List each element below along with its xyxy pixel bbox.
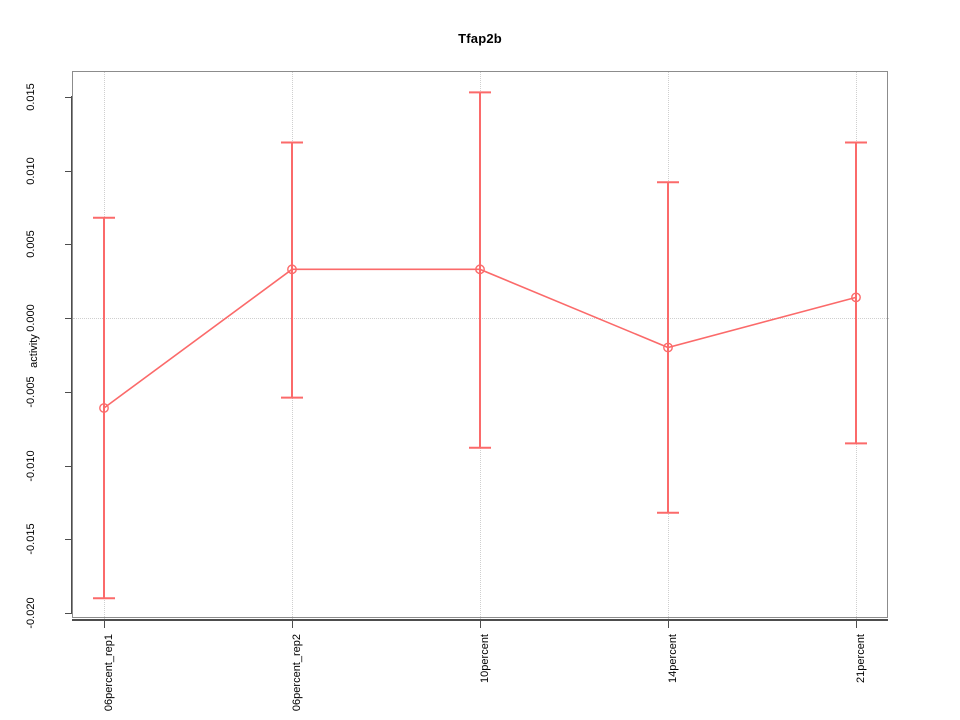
- x-tick-mark: [292, 620, 293, 628]
- data-point-marker: [475, 264, 485, 275]
- y-tick-mark: [65, 96, 72, 98]
- y-tick-mark: [65, 539, 72, 541]
- y-tick-label: 0.015: [25, 82, 37, 111]
- y-tick-label: -0.005: [25, 376, 37, 408]
- data-series-layer: [93, 91, 867, 600]
- y-tick-label: 0.005: [25, 230, 37, 259]
- x-tick-mark: [856, 620, 857, 628]
- x-tick-mark: [668, 620, 669, 628]
- y-tick-label: -0.020: [25, 597, 37, 629]
- page-title: Tfap2b: [458, 31, 502, 46]
- x-tick-mark: [104, 620, 105, 628]
- y-axis-title: activity: [27, 334, 40, 368]
- x-tick-label: 21percent: [855, 634, 867, 683]
- x-tick-mark: [480, 620, 481, 628]
- y-tick-mark: [65, 244, 72, 246]
- data-point-marker: [287, 264, 297, 275]
- y-tick-label: 0.010: [25, 156, 37, 185]
- x-tick-label: 14percent: [667, 634, 679, 683]
- series-line: [103, 268, 857, 409]
- data-point-marker: [663, 342, 673, 353]
- y-tick-mark: [65, 391, 72, 393]
- x-tick-label: 10percent: [479, 634, 491, 683]
- y-tick-mark: [65, 613, 72, 614]
- y-tick-label: 0.000: [25, 304, 37, 332]
- x-tick-label: 06percent_rep1: [103, 634, 115, 712]
- y-tick-mark: [65, 465, 72, 467]
- y-tick-label: -0.010: [25, 449, 37, 482]
- plot-area: [73, 72, 889, 619]
- data-point-marker: [99, 403, 109, 413]
- y-tick-mark: [65, 170, 72, 172]
- plot-frame: [72, 71, 889, 619]
- y-tick-mark: [65, 318, 72, 319]
- x-tick-label: 06percent_rep2: [291, 634, 303, 712]
- data-point-marker: [851, 292, 861, 303]
- y-tick-label: -0.015: [25, 523, 37, 555]
